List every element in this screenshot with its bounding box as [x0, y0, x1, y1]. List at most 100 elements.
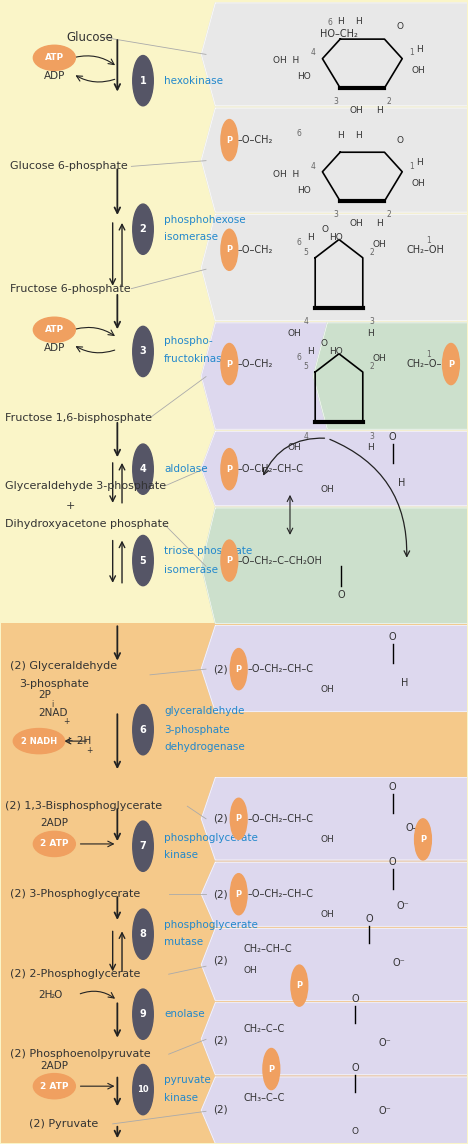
- Text: HO: HO: [297, 72, 311, 81]
- Polygon shape: [201, 3, 468, 105]
- Polygon shape: [201, 1003, 468, 1074]
- Text: P: P: [226, 556, 233, 565]
- Text: H: H: [398, 478, 406, 487]
- Text: Glucose 6-phosphate: Glucose 6-phosphate: [10, 161, 128, 172]
- Text: kinase: kinase: [164, 1093, 198, 1103]
- Text: O: O: [389, 633, 396, 642]
- Text: (2) Phosphoenolpyruvate: (2) Phosphoenolpyruvate: [10, 1049, 151, 1059]
- Text: O: O: [389, 857, 396, 867]
- Text: 2 NADH: 2 NADH: [21, 737, 57, 746]
- Circle shape: [133, 326, 154, 376]
- Text: O⁻: O⁻: [393, 958, 405, 968]
- Text: 6: 6: [297, 352, 302, 362]
- Text: 2P: 2P: [38, 690, 51, 700]
- Ellipse shape: [13, 729, 65, 754]
- Text: –O–CH₂: –O–CH₂: [238, 245, 273, 255]
- Text: 1: 1: [409, 161, 414, 170]
- Polygon shape: [313, 323, 468, 429]
- Text: 2: 2: [139, 224, 146, 235]
- Text: 3: 3: [333, 210, 338, 220]
- Text: 1: 1: [139, 76, 146, 86]
- Circle shape: [133, 821, 154, 872]
- Ellipse shape: [33, 317, 75, 342]
- Text: (2): (2): [213, 1035, 227, 1046]
- Text: Glucose: Glucose: [66, 31, 113, 43]
- Text: 10: 10: [137, 1086, 149, 1094]
- Polygon shape: [201, 626, 468, 712]
- Text: O: O: [389, 781, 396, 792]
- Circle shape: [443, 343, 460, 384]
- Text: –O–CH₂–CH–C: –O–CH₂–CH–C: [247, 889, 313, 899]
- Polygon shape: [201, 508, 468, 623]
- Text: CH₂–OH: CH₂–OH: [407, 245, 445, 255]
- Text: 1: 1: [427, 236, 431, 245]
- Text: OH: OH: [372, 353, 386, 363]
- Text: (2) Pyruvate: (2) Pyruvate: [29, 1119, 98, 1129]
- Text: pyruvate: pyruvate: [164, 1075, 211, 1086]
- Text: O⁻: O⁻: [396, 900, 409, 911]
- Text: (2): (2): [213, 1104, 227, 1114]
- Text: P: P: [235, 665, 242, 674]
- Circle shape: [230, 649, 247, 690]
- Text: 3-phosphate: 3-phosphate: [19, 680, 89, 689]
- Text: +: +: [63, 717, 70, 726]
- Text: P: P: [420, 835, 426, 844]
- Text: CH₂–O–: CH₂–O–: [407, 359, 442, 370]
- Text: 5: 5: [303, 362, 308, 371]
- Text: –O–CH₂–CH–C: –O–CH₂–CH–C: [238, 464, 304, 474]
- Circle shape: [133, 990, 154, 1040]
- Text: 1: 1: [409, 48, 414, 57]
- Text: O: O: [366, 914, 373, 924]
- Text: OH: OH: [287, 328, 301, 337]
- Text: 7: 7: [139, 841, 146, 851]
- Text: OH: OH: [287, 443, 301, 452]
- Text: –O–CH₂–C–CH₂OH: –O–CH₂–C–CH₂OH: [238, 556, 322, 565]
- Text: ATP: ATP: [45, 54, 64, 62]
- Text: O: O: [396, 23, 403, 32]
- Ellipse shape: [33, 46, 75, 71]
- Text: (2): (2): [213, 889, 227, 899]
- Text: 3: 3: [370, 317, 374, 326]
- Text: 6: 6: [297, 129, 302, 137]
- Text: H: H: [367, 443, 374, 452]
- Text: phospho-: phospho-: [164, 336, 213, 347]
- Text: HO: HO: [329, 232, 343, 241]
- Text: hexokinase: hexokinase: [164, 76, 223, 86]
- Text: 6: 6: [327, 18, 332, 27]
- Text: ₂O: ₂O: [51, 990, 63, 1000]
- Text: H: H: [355, 130, 362, 140]
- Text: OH: OH: [321, 835, 334, 844]
- Text: H: H: [355, 17, 362, 26]
- Text: H: H: [416, 158, 423, 167]
- Text: OH: OH: [411, 178, 425, 188]
- Text: H: H: [376, 106, 383, 116]
- Text: O: O: [396, 136, 403, 144]
- Text: phosphohexose: phosphohexose: [164, 215, 246, 225]
- Text: O⁻: O⁻: [379, 1038, 391, 1048]
- Circle shape: [133, 535, 154, 586]
- Text: P: P: [226, 359, 233, 368]
- Text: P: P: [235, 815, 242, 824]
- Text: 2NAD: 2NAD: [38, 707, 67, 717]
- Text: P: P: [448, 359, 454, 368]
- Text: –O–CH₂–CH–C: –O–CH₂–CH–C: [247, 813, 313, 824]
- Text: HO: HO: [329, 347, 343, 356]
- Text: OH  H: OH H: [273, 56, 299, 65]
- Polygon shape: [201, 1077, 468, 1143]
- Text: 4: 4: [311, 48, 315, 57]
- Text: O: O: [337, 590, 345, 599]
- Text: OH: OH: [350, 106, 363, 116]
- Text: O: O: [389, 432, 396, 443]
- FancyBboxPatch shape: [0, 1, 468, 623]
- Text: OH: OH: [321, 911, 334, 920]
- Text: O: O: [295, 967, 302, 976]
- Text: phosphoglycerate: phosphoglycerate: [164, 920, 258, 930]
- Text: 2: 2: [370, 362, 374, 371]
- Text: isomerase: isomerase: [164, 232, 218, 243]
- Text: ADP: ADP: [44, 71, 65, 81]
- Polygon shape: [201, 214, 468, 320]
- Text: OH: OH: [350, 220, 363, 229]
- Text: H: H: [307, 347, 314, 356]
- Text: 5: 5: [139, 556, 146, 565]
- Text: H: H: [307, 232, 314, 241]
